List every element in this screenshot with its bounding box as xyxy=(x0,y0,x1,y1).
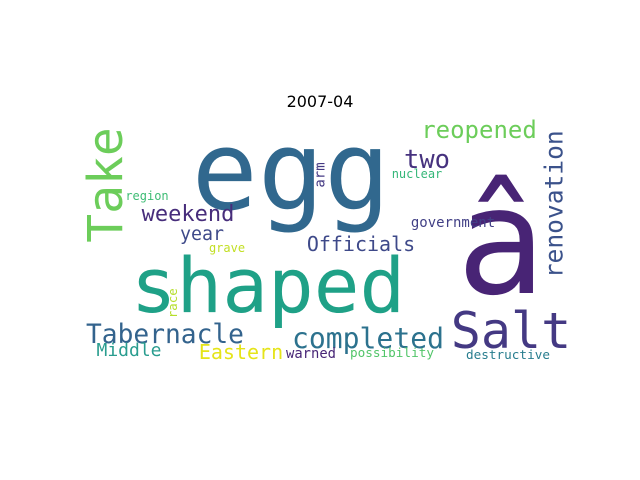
figure-title: 2007-04 xyxy=(286,92,354,111)
word-two: two xyxy=(404,145,450,176)
word-race: race xyxy=(164,288,180,318)
word-arm: arm xyxy=(312,162,329,188)
word-government: government xyxy=(410,215,496,231)
word-year: year xyxy=(180,223,224,245)
word-destructive: destructive xyxy=(466,346,550,362)
word-salt: Salt xyxy=(450,302,572,360)
word-tabernacle: Tabernacle xyxy=(86,319,244,350)
word-take: Take xyxy=(78,127,134,243)
word-region: region xyxy=(125,189,169,203)
word-egg: egg xyxy=(191,107,391,235)
word-grave: grave xyxy=(208,241,246,255)
word-completed: completed xyxy=(292,321,444,355)
word-a-circumflex: â xyxy=(456,156,546,328)
word-renovation: renovation xyxy=(539,130,569,278)
word-reopened: reopened xyxy=(421,116,537,144)
word-eastern: Eastern xyxy=(198,340,284,364)
word-shaped: shaped xyxy=(130,241,406,330)
word-possibility: possibility xyxy=(350,344,434,360)
word-nuclear: nuclear xyxy=(391,167,443,181)
word-middle: Middle xyxy=(96,340,162,361)
word-warned: warned xyxy=(286,346,336,363)
word-officials: Officials xyxy=(306,232,416,256)
word-weekend: weekend xyxy=(141,202,235,227)
word-cloud: egg â shaped Take Salt Tabernacle comple… xyxy=(78,107,571,364)
